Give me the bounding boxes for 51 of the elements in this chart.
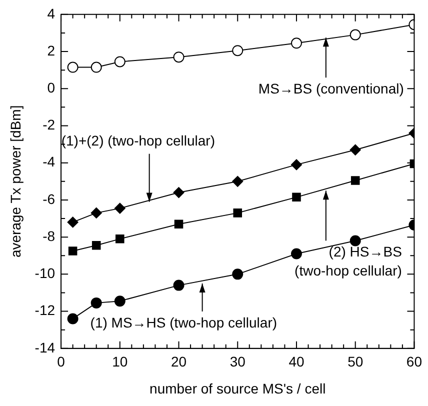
x-tick-label: 50 [348, 354, 364, 370]
y-axis-title: average Tx power [dBm] [7, 105, 24, 258]
point [232, 268, 244, 280]
point [232, 45, 244, 56]
point [173, 187, 184, 198]
x-tick-label: 30 [230, 354, 246, 370]
point [68, 246, 78, 256]
y-tick-label: -12 [34, 302, 56, 318]
x-tick-label: 60 [406, 354, 422, 370]
point [90, 297, 102, 308]
y-tick-label: -10 [34, 265, 56, 282]
x-tick-label: 0 [57, 354, 66, 370]
annotation: (1)+(2) (two-hop cellular) [61, 132, 215, 149]
point [92, 241, 101, 250]
y-tick-label: -6 [42, 190, 56, 207]
point [290, 38, 302, 49]
annotation: (1) MS→HS (two-hop cellular) [90, 314, 278, 330]
point [350, 29, 361, 40]
x-tick-label: 20 [170, 354, 187, 370]
x-axis-title: number of source MS's / cell [150, 380, 326, 396]
y-tick-label: -4 [42, 154, 56, 170]
point [232, 176, 244, 187]
y-tick-label: 0 [47, 79, 56, 96]
y-tick-label: -8 [42, 228, 56, 244]
point [67, 62, 78, 73]
point [350, 144, 361, 156]
point [290, 248, 302, 260]
point [67, 313, 78, 324]
point [67, 216, 78, 228]
point [174, 220, 184, 228]
point [116, 234, 124, 244]
y-tick-label: -14 [34, 339, 56, 356]
point [114, 296, 126, 307]
x-tick-label: 10 [112, 354, 128, 370]
point [350, 235, 361, 246]
y-tick-label: 4 [47, 5, 56, 22]
x-tick-label: 40 [288, 354, 304, 370]
point [292, 192, 301, 202]
y-tick-label: -2 [42, 116, 56, 133]
annotation: (2) HS→BS (two-hop cellular) [294, 244, 402, 279]
point [114, 202, 126, 214]
point [350, 176, 360, 185]
point [290, 159, 302, 170]
point [173, 52, 184, 63]
point [114, 56, 126, 68]
y-tick-label: 2 [47, 42, 56, 58]
point [233, 208, 242, 218]
point [173, 280, 184, 291]
point [90, 207, 102, 218]
point [90, 62, 102, 73]
annotation: MS→BS (conventional) [258, 80, 404, 96]
